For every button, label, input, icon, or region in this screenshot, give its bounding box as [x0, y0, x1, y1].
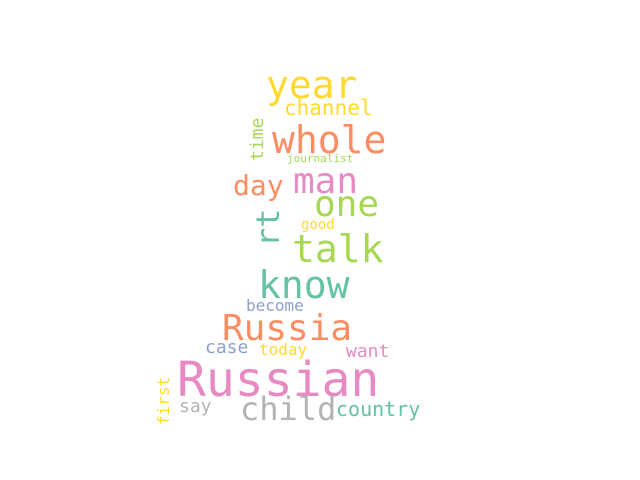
word-want: want: [346, 341, 390, 362]
word-good: good: [301, 217, 335, 233]
word-talk: talk: [292, 227, 384, 271]
word-whole: whole: [272, 118, 387, 162]
word-time: time: [247, 117, 268, 161]
word-today: today: [259, 340, 308, 359]
word-year: year: [266, 63, 358, 107]
word-journalist: journalist: [287, 152, 354, 165]
word-man: man: [293, 161, 359, 202]
word-rt: rt: [249, 208, 287, 247]
word-case: case: [205, 337, 249, 358]
word-child: child: [240, 390, 337, 428]
word-russia: Russia: [222, 308, 353, 349]
word-say: say: [179, 396, 212, 417]
word-day: day: [233, 169, 284, 202]
word-become: become: [246, 296, 304, 315]
word-channel: channel: [284, 96, 373, 120]
word-russian: Russian: [177, 352, 380, 408]
word-country: country: [336, 397, 421, 421]
word-one: one: [314, 184, 380, 225]
word-know: know: [258, 263, 350, 307]
word-first: first: [154, 376, 173, 425]
